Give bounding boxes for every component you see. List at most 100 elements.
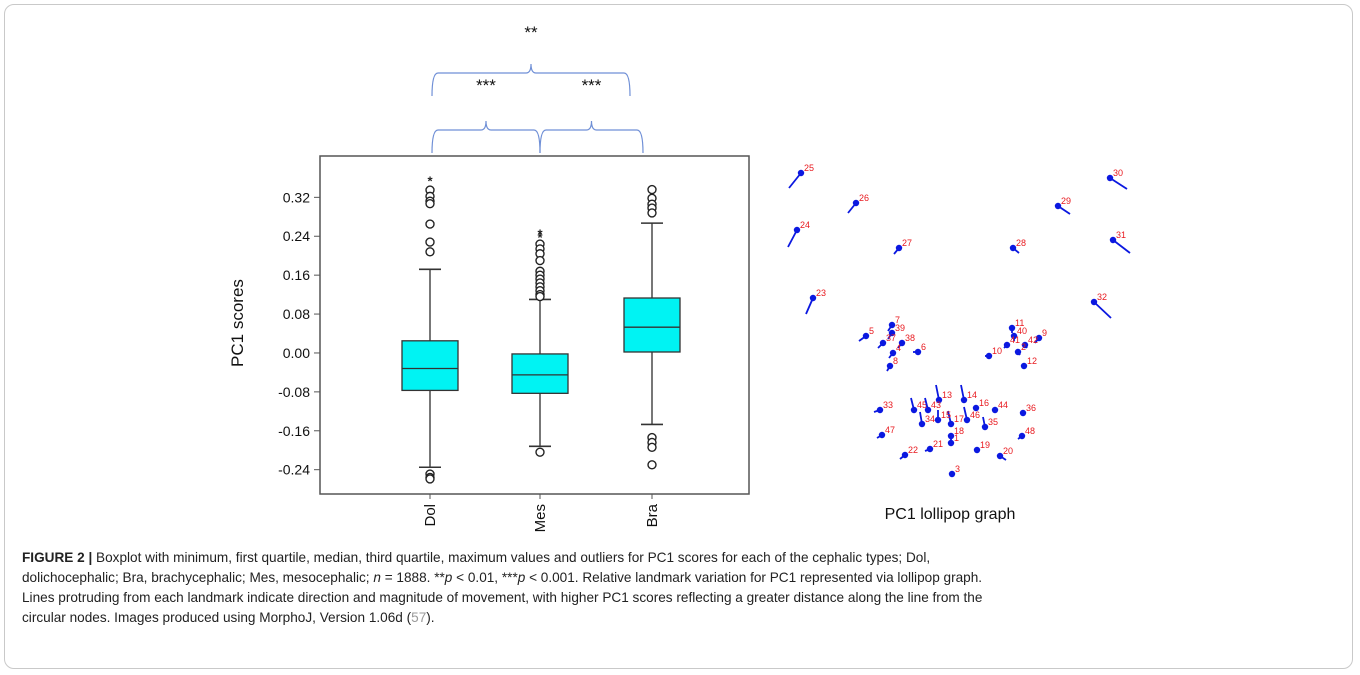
landmark-label: 10 (992, 346, 1002, 356)
caption-line-2b: = 1888. ** (380, 570, 445, 585)
landmark-node (1020, 362, 1028, 370)
landmark-label: 39 (895, 323, 905, 333)
y-tick-label: 0.16 (283, 267, 310, 283)
landmark-label: 43 (931, 400, 941, 410)
landmark-label: 20 (1003, 446, 1013, 456)
outlier-point (535, 447, 545, 457)
landmark-node (934, 416, 942, 424)
caption-line-4: circular nodes. Images produced using Mo… (22, 610, 412, 625)
landmark-label: 29 (1061, 196, 1071, 206)
landmark-label: 31 (1116, 230, 1126, 240)
landmark-label: 47 (885, 425, 895, 435)
citation-link[interactable]: 57 (411, 610, 427, 625)
caption-line-3: Lines protruding from each landmark indi… (22, 590, 983, 605)
outlier-point (425, 474, 435, 484)
landmark-node (973, 446, 981, 454)
boxplot-chart: PC1 scores 0.32 0.24 0.16 0.08 0.00 -0.08 -0.1… (228, 23, 750, 532)
caption-label: FIGURE 2 | (22, 550, 93, 565)
extreme-outlier-star: * (537, 226, 543, 241)
outlier-point (425, 198, 435, 209)
landmark-node (889, 349, 897, 357)
landmark-label: 44 (998, 400, 1008, 410)
landmark-label: 33 (883, 400, 893, 410)
landmark-node (1014, 348, 1022, 356)
landmark-label: 23 (816, 288, 826, 298)
landmark-label: 35 (988, 417, 998, 427)
landmark-label: 25 (804, 163, 814, 173)
y-tick-label: -0.08 (278, 384, 310, 400)
landmark-node (924, 406, 932, 414)
outlier-point (647, 184, 657, 195)
significance-brackets: *** ***** (431, 23, 644, 154)
y-tick-label: 0.24 (283, 228, 310, 244)
landmark-node (996, 452, 1004, 460)
landmark-label: 48 (1025, 426, 1035, 436)
landmark-node (1009, 244, 1017, 252)
landmark-node (895, 244, 903, 252)
landmark-node (852, 199, 860, 207)
landmark-vector (1109, 177, 1128, 190)
landmark-node (914, 348, 922, 356)
landmark-node (926, 445, 934, 453)
y-tick-label: -0.24 (278, 462, 310, 478)
landmark-label: 14 (967, 390, 977, 400)
landmark-node (878, 431, 886, 439)
landmark-label: 19 (980, 440, 990, 450)
caption-p1: p (444, 570, 453, 585)
x-tick-label: Bra (644, 503, 661, 527)
landmark-label: 24 (800, 220, 810, 230)
landmark-vector (1112, 239, 1131, 254)
bracket-dol-bra (431, 63, 631, 97)
landmark-label: 15 (941, 410, 951, 420)
landmark-node (963, 416, 971, 424)
caption-line-1: Boxplot with minimum, first quartile, me… (92, 550, 931, 565)
landmark-node (972, 404, 980, 412)
landmark-label: 4 (896, 343, 901, 353)
outlier-point (425, 237, 435, 247)
landmark-label: 3 (955, 464, 960, 474)
landmark-label: 45 (917, 400, 927, 410)
landmark-vector (787, 229, 798, 248)
landmark-label: 12 (1027, 356, 1037, 366)
landmark-node (898, 339, 906, 347)
landmark-label: 11 (1015, 318, 1024, 328)
lollipop-title: PC1 lollipop graph (885, 506, 1016, 523)
landmark-label: 5 (869, 326, 874, 336)
landmark-label: 40 (1017, 326, 1027, 336)
landmark-label: 46 (970, 410, 980, 420)
landmark-node (947, 420, 955, 428)
plot-area (319, 155, 750, 495)
landmark-node (935, 396, 943, 404)
landmark-node (948, 470, 956, 478)
caption-line-2d: < 0.001. Relative landmark variation for… (525, 570, 983, 585)
landmark-label: 32 (1097, 292, 1107, 302)
outlier-point (535, 291, 545, 302)
extreme-outlier-star: * (537, 230, 543, 245)
landmark-label: 41 (1010, 335, 1020, 345)
landmark-node (888, 321, 896, 329)
landmark-node (910, 406, 918, 414)
landmark-label: 21 (933, 439, 943, 449)
figure-caption: FIGURE 2 | Boxplot with minimum, first q… (22, 548, 1332, 628)
box-iqr (623, 297, 681, 353)
landmark-label: 7 (895, 315, 900, 325)
y-axis-label: PC1 scores (228, 279, 247, 367)
landmark-label: 37 (886, 333, 896, 343)
outlier-point (425, 219, 435, 229)
landmark-label: 28 (1016, 238, 1026, 248)
boxes-group: *** (401, 173, 681, 484)
landmark-label: 9 (1042, 328, 1047, 338)
landmark-node (876, 406, 884, 414)
landmark-label: 26 (859, 193, 869, 203)
box-iqr (511, 353, 569, 394)
landmark-node (809, 294, 817, 302)
outlier-point (535, 255, 545, 266)
caption-line-2c: < 0.01, *** (452, 570, 518, 585)
x-axis-ticks: Dol Mes Bra (422, 494, 661, 532)
landmark-node (1035, 334, 1043, 342)
caption-line-2a: dolichocephalic; Bra, brachycephalic; Me… (22, 570, 374, 585)
landmark-node (960, 396, 968, 404)
landmark-label: 30 (1113, 168, 1123, 178)
